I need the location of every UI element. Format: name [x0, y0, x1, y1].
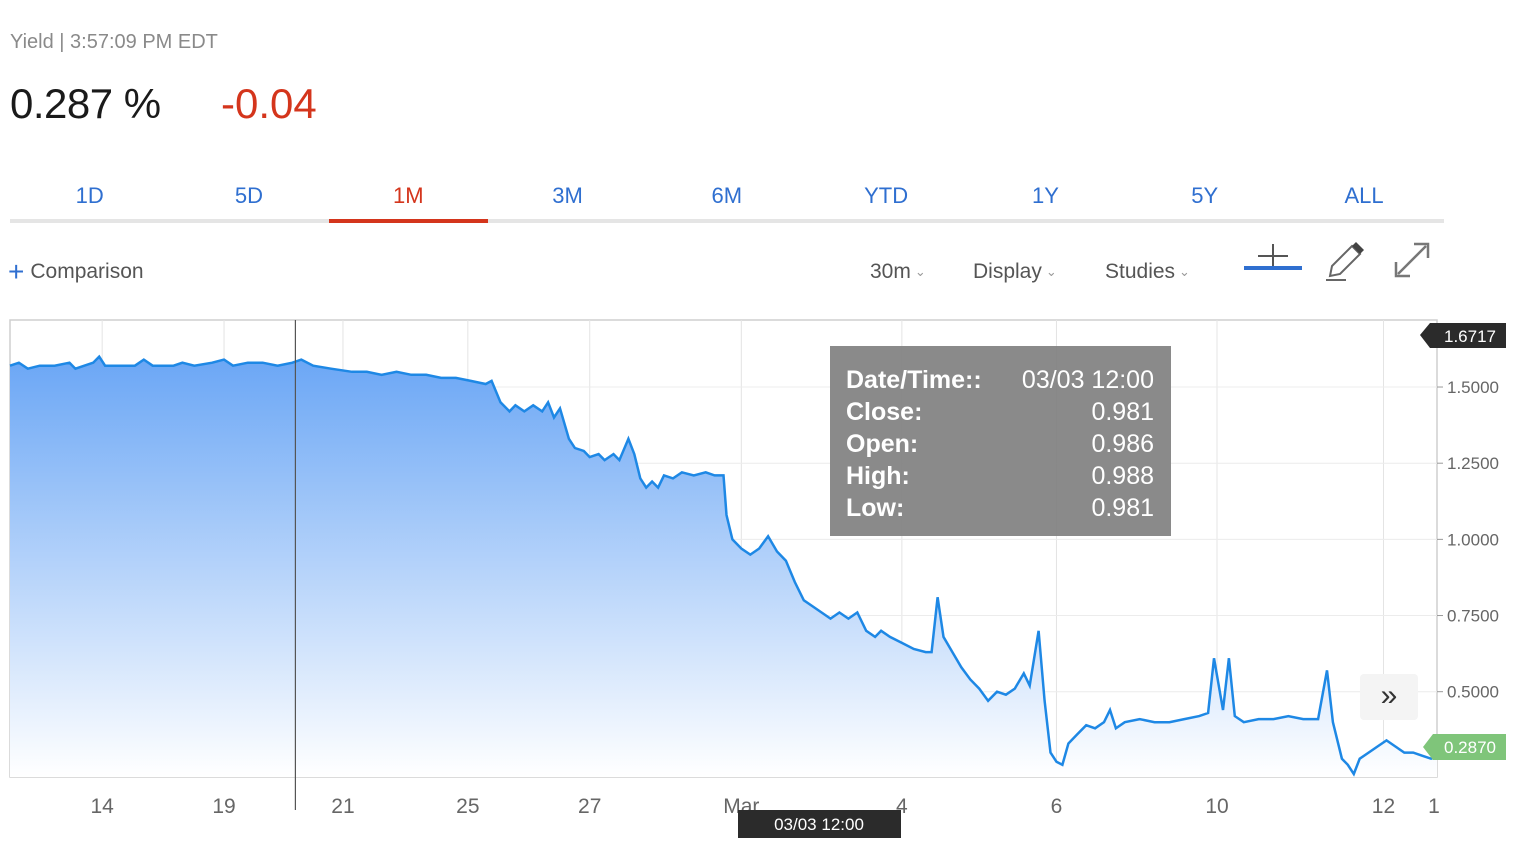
tooltip-value: 0.981: [1091, 398, 1154, 426]
series-line: [9, 354, 1438, 777]
tab-3m[interactable]: 3M: [552, 183, 583, 208]
tab-1d[interactable]: 1D: [75, 183, 104, 208]
yield-chart[interactable]: 1.5000 1.2500 1.0000 0.7500 0.5000 14 19 21 25 2…: [0, 310, 1530, 850]
tooltip-value: 0.988: [1091, 462, 1154, 490]
interval-dropdown[interactable]: 30m ⌄: [870, 260, 926, 284]
comparison-button[interactable]: + Comparison: [8, 256, 144, 288]
crosshair-date-badge: 03/03 12:00: [738, 810, 901, 838]
tab-1m[interactable]: 1M: [328, 175, 489, 223]
area-fill: [10, 356, 1437, 777]
chart-toolbar: + Comparison 30m ⌄ Display ⌄ Studies ⌄: [0, 242, 1530, 292]
comparison-label: Comparison: [30, 260, 144, 283]
x-tick-label: 1: [1428, 795, 1440, 818]
x-tick-label: 21: [331, 795, 354, 818]
x-tick-label: 14: [90, 795, 114, 818]
max-value-label: 1.6717: [1444, 327, 1496, 346]
x-tick-label: 19: [212, 795, 235, 818]
x-tick-label: 27: [578, 795, 601, 818]
studies-dropdown[interactable]: Studies ⌄: [1105, 260, 1190, 284]
tooltip-label: Close:: [846, 398, 923, 426]
tooltip-label: Low:: [846, 494, 905, 522]
scroll-right-button[interactable]: »: [1360, 674, 1418, 720]
display-label: Display: [973, 260, 1042, 283]
y-axis-ticks: 1.5000 1.2500 1.0000 0.7500 0.5000: [1437, 378, 1499, 702]
y-tick-label: 0.7500: [1447, 607, 1499, 626]
tooltip-row: High: 0.988: [846, 460, 1154, 492]
y-tick-label: 0.5000: [1447, 683, 1499, 702]
tooltip-label: Open:: [846, 430, 919, 458]
yield-header-label: Yield | 3:57:09 PM EDT: [10, 31, 218, 53]
crosshair-date-label: 03/03 12:00: [774, 815, 864, 834]
current-badge: 0.2870: [1423, 734, 1506, 760]
tooltip-row: Close: 0.981: [846, 396, 1154, 428]
x-tick-label: 25: [456, 795, 479, 818]
expand-icon[interactable]: [1390, 238, 1434, 282]
y-tick-label: 1.5000: [1447, 378, 1499, 397]
tab-5d[interactable]: 5D: [234, 183, 263, 208]
chevron-down-icon: ⌄: [1045, 264, 1057, 279]
tooltip-value: 03/03 12:00: [1021, 366, 1154, 394]
crosshair-tool-icon[interactable]: [1240, 242, 1306, 282]
tab-all[interactable]: ALL: [1344, 183, 1384, 208]
tab-6m[interactable]: 6M: [711, 183, 743, 208]
x-tick-label: 12: [1372, 795, 1395, 818]
y-tick-label: 1.2500: [1447, 454, 1499, 473]
tooltip-value: 0.981: [1091, 494, 1154, 522]
max-badge: 1.6717: [1420, 323, 1506, 348]
pencil-icon[interactable]: [1322, 240, 1366, 284]
tooltip-value: 0.986: [1091, 430, 1154, 458]
tooltip-row: Low: 0.981: [846, 492, 1154, 524]
current-price: 0.287 %: [10, 80, 161, 127]
tab-1y[interactable]: 1Y: [1031, 183, 1059, 208]
range-tabs: 1D 5D 1M 3M 6M YTD 1Y 5Y ALL: [10, 175, 1444, 223]
chevron-down-icon: ⌄: [914, 264, 926, 279]
x-tick-label: 10: [1205, 795, 1228, 818]
plus-icon: +: [8, 256, 25, 287]
price-change: -0.04: [221, 80, 317, 127]
x-tick-label: 6: [1051, 795, 1063, 818]
y-tick-label: 1.0000: [1447, 530, 1499, 549]
display-dropdown[interactable]: Display ⌄: [973, 260, 1057, 284]
data-tooltip: Date/Time:: 03/03 12:00 Close: 0.981 Open:…: [830, 346, 1171, 536]
interval-label: 30m: [870, 260, 911, 283]
tooltip-row: Date/Time:: 03/03 12:00: [846, 364, 1154, 396]
double-chevron-right-icon: »: [1380, 679, 1398, 712]
tooltip-row: Open: 0.986: [846, 428, 1154, 460]
tooltip-label: Date/Time::: [846, 366, 982, 394]
current-value-label: 0.2870: [1444, 738, 1496, 757]
tab-ytd[interactable]: YTD: [864, 183, 909, 208]
tooltip-label: High:: [846, 462, 910, 490]
chevron-down-icon: ⌄: [1179, 264, 1190, 279]
studies-label: Studies: [1105, 260, 1176, 283]
tab-5y[interactable]: 5Y: [1191, 183, 1219, 208]
